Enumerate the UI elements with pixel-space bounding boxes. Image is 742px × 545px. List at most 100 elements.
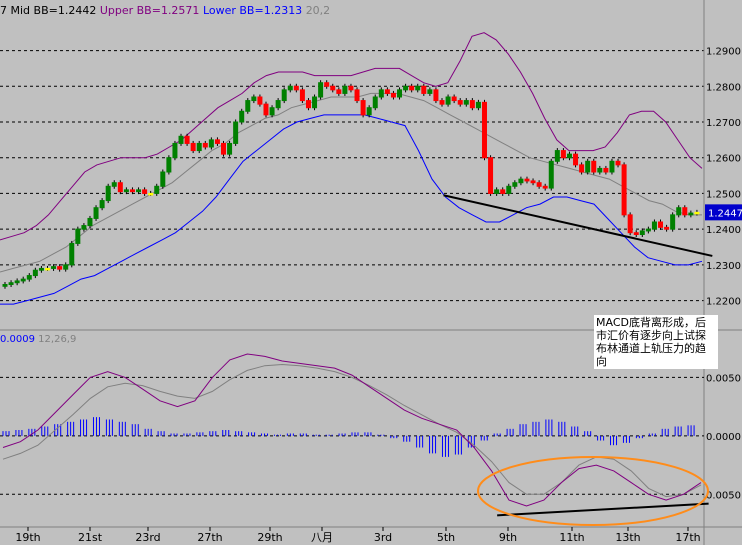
candle-body (336, 89, 342, 94)
candle-body (524, 178, 530, 182)
candle-body (202, 142, 208, 148)
candle-body (548, 160, 554, 189)
candle-body (324, 82, 330, 87)
candle-body (69, 242, 75, 266)
candle-body (32, 269, 38, 277)
candle-body (670, 214, 676, 230)
candle-body (293, 85, 299, 91)
x-tick-label: 八月 (311, 531, 333, 544)
macd-tick-label: 0.0050 (706, 490, 741, 501)
current-price-label: 1.2447 (708, 208, 742, 219)
candle-body (178, 135, 184, 144)
candle-body (233, 121, 239, 144)
candle-body (530, 180, 536, 184)
candle-body (494, 189, 500, 194)
candle-body (354, 89, 360, 102)
candle-body (75, 228, 81, 244)
candle-body (403, 85, 409, 91)
candle-body (275, 100, 281, 109)
candle-body (184, 135, 190, 144)
candle-body (299, 89, 305, 102)
candle-body (639, 230, 645, 236)
candle-body (518, 178, 524, 184)
candle-body (384, 89, 390, 94)
candle-body (142, 189, 148, 194)
candle-body (463, 100, 469, 105)
candle-body (38, 267, 44, 271)
candle-body (475, 101, 481, 109)
candle-body (645, 228, 651, 232)
candle-body (469, 100, 475, 109)
x-tick-label: 19th (15, 531, 40, 544)
candle-body (257, 96, 263, 105)
price-tick-label: 1.2500 (706, 189, 741, 200)
macd-tick-label: 0.0000 (706, 432, 741, 443)
candle-body (81, 225, 87, 230)
candle-body (421, 85, 427, 94)
candle-body (651, 221, 657, 230)
candle-body (433, 89, 439, 102)
lower-bollinger-band (0, 114, 703, 305)
candle-body (566, 153, 572, 159)
candle-body (676, 207, 682, 216)
candle-body (664, 226, 670, 230)
candle-body (427, 89, 433, 94)
candle-body (457, 100, 463, 105)
candle-body (160, 171, 166, 187)
candle-body (172, 142, 178, 159)
candle-body (330, 85, 336, 91)
mid-bollinger-band (0, 92, 702, 273)
x-tick-label: 29th (257, 531, 282, 544)
candle-body (390, 92, 396, 98)
candle-body (342, 85, 348, 94)
candle-body (360, 100, 366, 116)
candle-body (263, 103, 269, 116)
candle-body (154, 185, 160, 194)
candle-body (397, 89, 403, 98)
candle-body (694, 211, 700, 215)
candle-body (227, 142, 233, 155)
candle-body (26, 275, 32, 280)
price-tick-label: 1.2200 (706, 297, 741, 308)
candle-body (245, 100, 251, 112)
x-tick-label: 21st (78, 531, 103, 544)
price-tick-label: 1.2300 (706, 261, 741, 272)
candle-body (688, 212, 694, 216)
candle-body (451, 96, 457, 102)
candle-body (621, 164, 627, 216)
candle-body (348, 85, 354, 91)
price-tick-label: 1.2600 (706, 154, 741, 165)
candle-body (488, 157, 494, 194)
candle-body (148, 192, 154, 196)
candle-body (111, 182, 117, 187)
x-tick-label: 17th (675, 531, 700, 544)
candle-body (190, 142, 196, 152)
macd-trendline (497, 502, 709, 517)
candle-body (585, 160, 591, 173)
annotation-box: MACD底背离形成，后市汇价有逐步向上试探布林通道上轨压力的趋向 (594, 315, 718, 369)
x-tick-label: 23rd (135, 531, 160, 544)
candle-body (214, 139, 220, 144)
x-tick-label: 3rd (374, 531, 392, 544)
candle-body (682, 207, 688, 216)
candle-body (93, 207, 99, 219)
candle-body (415, 85, 421, 91)
candle-body (57, 266, 63, 270)
candle-body (20, 278, 26, 282)
candle-body (166, 157, 172, 173)
candle-body (542, 185, 548, 189)
candle-body (87, 217, 93, 227)
divergence-highlight-ellipse (477, 456, 709, 526)
candle-body (500, 189, 506, 194)
current-price-tag (705, 204, 742, 221)
price-tick-label: 1.2700 (706, 118, 741, 129)
candle-body (44, 267, 50, 271)
candle-body (269, 107, 275, 116)
candle-body (554, 150, 560, 162)
candle-body (251, 96, 257, 102)
x-tick-label: 9th (499, 531, 517, 544)
candle-body (287, 85, 293, 91)
price-trendline (443, 194, 713, 257)
